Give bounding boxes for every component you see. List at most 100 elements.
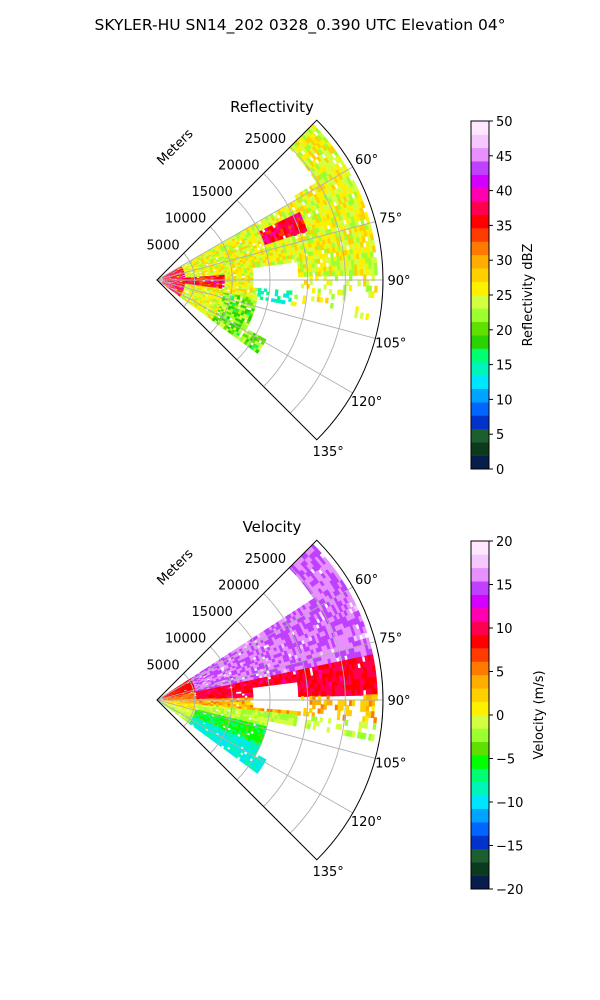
- reflectivity-cell: [194, 303, 199, 307]
- velocity-cell: [224, 696, 229, 699]
- reflectivity-cell: [353, 215, 359, 223]
- reflectivity-cell: [211, 302, 215, 306]
- velocity-cell: [307, 719, 312, 726]
- velocity-cell: [215, 691, 220, 695]
- reflectivity-cell: [162, 278, 166, 280]
- reflectivity-cell: [293, 254, 298, 260]
- velocity-cell: [193, 677, 198, 680]
- velocity-cell: [235, 687, 239, 691]
- reflectivity-cell: [213, 281, 217, 284]
- reflectivity-cell: [251, 261, 256, 266]
- velocity-cell: [176, 695, 180, 698]
- velocity-cell: [358, 721, 363, 729]
- velocity-cell: [334, 704, 339, 711]
- reflectivity-cell: [162, 276, 166, 278]
- reflectivity-cell: [327, 218, 333, 226]
- reflectivity-cell: [259, 257, 264, 262]
- reflectivity-cell: [250, 274, 254, 279]
- velocity-cell: [167, 693, 171, 696]
- velocity-cell: [178, 684, 182, 687]
- velocity-cell: [288, 717, 292, 722]
- reflectivity-cell: [197, 299, 201, 303]
- reflectivity-cell: [200, 305, 204, 309]
- velocity-cell: [368, 688, 373, 696]
- reflectivity-cell: [162, 276, 166, 278]
- velocity-cell: [259, 680, 264, 685]
- reflectivity-cell: [227, 319, 232, 323]
- velocity-cell: [260, 710, 265, 715]
- reflectivity-cell: [207, 304, 211, 308]
- reflectivity-cell: [179, 280, 183, 282]
- reflectivity-cell: [164, 282, 169, 284]
- reflectivity-cell: [210, 304, 215, 308]
- reflectivity-colorbar-band: [471, 348, 489, 363]
- velocity-cell: [176, 704, 180, 706]
- reflectivity-cell: [167, 284, 171, 286]
- velocity-cell: [346, 631, 352, 640]
- velocity-cell: [169, 706, 173, 709]
- reflectivity-polar-plot: 50001000015000200002500060°75°90°105°120…: [147, 119, 411, 460]
- velocity-cell: [247, 695, 251, 699]
- reflectivity-cell: [189, 301, 193, 305]
- reflectivity-cell: [180, 268, 184, 271]
- velocity-cell: [188, 710, 193, 713]
- velocity-cell: [247, 702, 251, 706]
- reflectivity-cell: [190, 262, 194, 266]
- reflectivity-cell: [356, 258, 361, 266]
- reflectivity-cell: [193, 293, 198, 296]
- reflectivity-cell: [343, 212, 349, 220]
- velocity-cell: [199, 676, 204, 680]
- velocity-cell: [203, 671, 208, 675]
- reflectivity-cell: [187, 263, 191, 266]
- velocity-cell: [252, 707, 256, 711]
- reflectivity-cell: [202, 256, 207, 260]
- reflectivity-cell: [170, 277, 175, 279]
- velocity-cell: [370, 711, 375, 719]
- velocity-cell: [200, 709, 205, 712]
- reflectivity-cell: [368, 263, 372, 271]
- reflectivity-cell: [164, 276, 169, 278]
- velocity-cell: [181, 694, 186, 696]
- velocity-cell: [224, 703, 228, 706]
- velocity-cell: [306, 671, 311, 677]
- reflectivity-cell: [175, 291, 180, 295]
- velocity-cell: [312, 691, 316, 697]
- velocity-cell: [178, 691, 182, 694]
- velocity-cell: [327, 638, 333, 646]
- reflectivity-cell: [285, 259, 290, 264]
- reflectivity-cell: [195, 287, 200, 290]
- velocity-cell: [314, 548, 322, 556]
- velocity-cell: [173, 695, 177, 697]
- reflectivity-colorbar-band: [471, 388, 489, 403]
- reflectivity-cell: [221, 280, 226, 283]
- reflectivity-cell: [219, 304, 224, 308]
- reflectivity-cell: [203, 258, 208, 261]
- reflectivity-cell: [247, 284, 251, 288]
- velocity-cell: [179, 710, 184, 713]
- velocity-cell: [162, 698, 166, 699]
- reflectivity-cell: [297, 261, 301, 266]
- velocity-cell: [324, 672, 329, 679]
- velocity-cell: [204, 716, 208, 720]
- reflectivity-cell: [260, 290, 265, 295]
- velocity-cell: [187, 704, 192, 706]
- reflectivity-cell: [238, 286, 242, 290]
- velocity-cell: [341, 655, 346, 662]
- reflectivity-cell: [247, 275, 251, 279]
- reflectivity-cell: [322, 262, 327, 268]
- reflectivity-range-label: Meters: [155, 126, 197, 168]
- reflectivity-cell: [284, 252, 289, 257]
- velocity-cell: [185, 685, 189, 688]
- velocity-cell: [198, 681, 203, 685]
- reflectivity-cell: [182, 265, 186, 268]
- velocity-cell: [190, 719, 195, 723]
- reflectivity-cell: [317, 267, 322, 273]
- velocity-cell: [358, 673, 363, 680]
- reflectivity-cell: [350, 198, 356, 207]
- velocity-cell: [164, 694, 168, 697]
- reflectivity-cell: [359, 241, 365, 249]
- velocity-cell: [190, 706, 194, 708]
- velocity-cell: [176, 703, 180, 705]
- velocity-cell: [218, 720, 222, 724]
- reflectivity-cell: [263, 288, 268, 293]
